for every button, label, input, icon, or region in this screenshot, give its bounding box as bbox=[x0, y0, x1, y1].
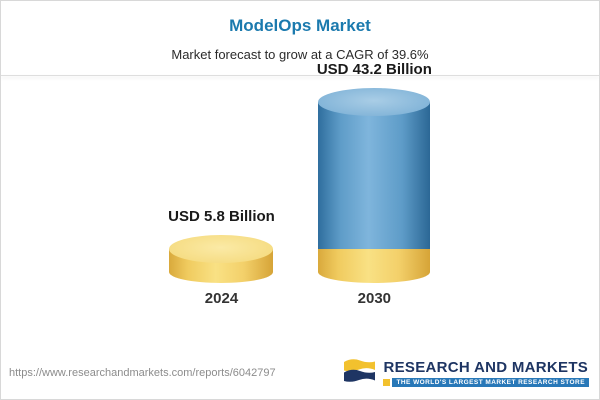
chart-area: USD 5.8 Billion 2024 USD 43.2 Billion 20… bbox=[1, 61, 599, 307]
bar-2030: USD 43.2 Billion 2030 bbox=[317, 61, 432, 307]
bar-2030-base-segment bbox=[318, 249, 431, 272]
chart-title: ModelOps Market bbox=[229, 16, 371, 35]
brand-tagline-row: THE WORLD'S LARGEST MARKET RESEARCH STOR… bbox=[383, 378, 589, 387]
brand-name: RESEARCH AND MARKETS bbox=[383, 359, 589, 376]
bar-2030-category-label: 2030 bbox=[357, 290, 392, 307]
brand-logo: RESEARCH AND MARKETS THE WORLD'S LARGEST… bbox=[342, 357, 589, 390]
cylinder-top-ellipse bbox=[318, 88, 431, 117]
brand-flag-icon bbox=[342, 357, 376, 390]
chart-header: ModelOps Market Market forecast to grow … bbox=[1, 1, 599, 76]
bar-2024-category-label: 2024 bbox=[204, 290, 239, 307]
brand-tagline: THE WORLD'S LARGEST MARKET RESEARCH STOR… bbox=[392, 378, 589, 387]
header-divider bbox=[1, 75, 599, 76]
tagline-yellow-square bbox=[383, 379, 391, 386]
cylinder-top-ellipse bbox=[169, 235, 274, 264]
bar-2024-cylinder bbox=[169, 235, 274, 283]
brand-text-block: RESEARCH AND MARKETS THE WORLD'S LARGEST… bbox=[383, 359, 589, 387]
report-url-link[interactable]: https://www.researchandmarkets.com/repor… bbox=[9, 367, 276, 379]
bar-2030-value-label: USD 43.2 Billion bbox=[316, 61, 432, 79]
chart-subtitle: Market forecast to grow at a CAGR of 39.… bbox=[171, 47, 429, 62]
footer: https://www.researchandmarkets.com/repor… bbox=[1, 353, 599, 399]
bar-2030-cylinder bbox=[318, 88, 431, 283]
bar-2024-value-label: USD 5.8 Billion bbox=[168, 208, 275, 226]
bar-2024: USD 5.8 Billion 2024 bbox=[168, 208, 275, 307]
bar-2030-main-segment bbox=[318, 102, 431, 250]
